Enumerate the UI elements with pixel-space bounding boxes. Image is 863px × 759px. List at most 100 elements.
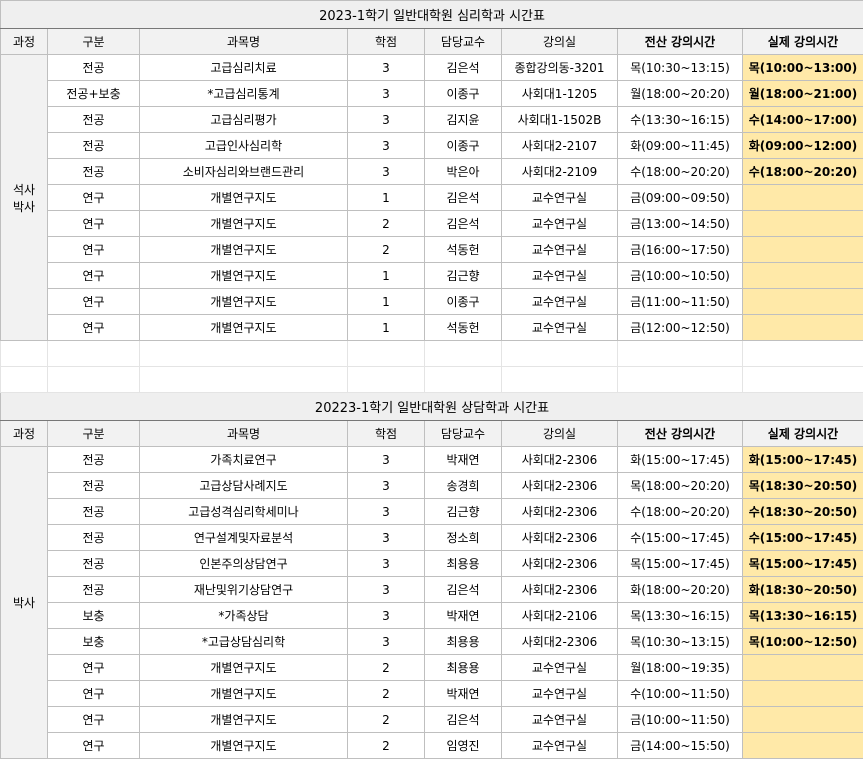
actual-time xyxy=(743,185,863,211)
column-header: 실제 강의시간 xyxy=(743,421,863,447)
professor: 이종구 xyxy=(425,289,502,315)
title-row: 20223-1학기 일반대학원 상담학과 시간표 xyxy=(1,393,863,421)
scheduled-time: 수(18:00~20:20) xyxy=(618,499,743,525)
blank-cell xyxy=(502,341,618,367)
actual-time xyxy=(743,707,863,733)
column-header: 구분 xyxy=(48,29,140,55)
column-header: 전산 강의시간 xyxy=(618,29,743,55)
scheduled-time: 화(15:00~17:45) xyxy=(618,447,743,473)
category: 전공+보충 xyxy=(48,81,140,107)
column-header: 전산 강의시간 xyxy=(618,421,743,447)
credits: 3 xyxy=(348,629,425,655)
professor: 김은석 xyxy=(425,577,502,603)
room: 교수연구실 xyxy=(502,707,618,733)
table-title: 2023-1학기 일반대학원 심리학과 시간표 xyxy=(1,1,863,29)
room: 교수연구실 xyxy=(502,681,618,707)
category: 연구 xyxy=(48,315,140,341)
category: 연구 xyxy=(48,237,140,263)
actual-time: 목(18:30~20:50) xyxy=(743,473,863,499)
room: 사회대2-2306 xyxy=(502,447,618,473)
room: 교수연구실 xyxy=(502,733,618,759)
professor: 김은석 xyxy=(425,55,502,81)
category: 연구 xyxy=(48,733,140,759)
professor: 최용용 xyxy=(425,655,502,681)
category: 연구 xyxy=(48,655,140,681)
category: 전공 xyxy=(48,525,140,551)
actual-time: 월(18:00~21:00) xyxy=(743,81,863,107)
professor: 김근향 xyxy=(425,263,502,289)
professor: 김근향 xyxy=(425,499,502,525)
scheduled-time: 월(18:00~19:35) xyxy=(618,655,743,681)
scheduled-time: 목(10:30~13:15) xyxy=(618,55,743,81)
professor: 최용용 xyxy=(425,629,502,655)
actual-time xyxy=(743,733,863,759)
column-header: 과정 xyxy=(1,29,48,55)
credits: 3 xyxy=(348,81,425,107)
credits: 1 xyxy=(348,263,425,289)
credits: 3 xyxy=(348,55,425,81)
actual-time xyxy=(743,237,863,263)
credits: 3 xyxy=(348,133,425,159)
course: 가족치료연구 xyxy=(140,447,348,473)
professor: 석동헌 xyxy=(425,315,502,341)
category: 전공 xyxy=(48,55,140,81)
blank-row xyxy=(1,341,863,367)
credits: 2 xyxy=(348,655,425,681)
scheduled-time: 수(13:30~16:15) xyxy=(618,107,743,133)
category: 전공 xyxy=(48,107,140,133)
scheduled-time: 금(10:00~10:50) xyxy=(618,263,743,289)
blank-cell xyxy=(502,367,618,393)
course: 개별연구지도 xyxy=(140,237,348,263)
credits: 2 xyxy=(348,707,425,733)
category: 보충 xyxy=(48,629,140,655)
blank-cell xyxy=(1,367,48,393)
professor: 최용용 xyxy=(425,551,502,577)
column-header: 강의실 xyxy=(502,29,618,55)
course: 재난및위기상담연구 xyxy=(140,577,348,603)
actual-time: 화(09:00~12:00) xyxy=(743,133,863,159)
credits: 3 xyxy=(348,499,425,525)
credits: 3 xyxy=(348,447,425,473)
course: 개별연구지도 xyxy=(140,289,348,315)
column-header: 실제 강의시간 xyxy=(743,29,863,55)
category: 전공 xyxy=(48,473,140,499)
actual-time xyxy=(743,211,863,237)
room: 사회대1-1502B xyxy=(502,107,618,133)
course: 고급심리치료 xyxy=(140,55,348,81)
actual-time: 화(18:30~20:50) xyxy=(743,577,863,603)
scheduled-time: 목(15:00~17:45) xyxy=(618,551,743,577)
professor: 임영진 xyxy=(425,733,502,759)
credits: 1 xyxy=(348,185,425,211)
actual-time: 목(10:00~12:50) xyxy=(743,629,863,655)
course: 고급인사심리학 xyxy=(140,133,348,159)
category: 연구 xyxy=(48,289,140,315)
room: 사회대2-2306 xyxy=(502,551,618,577)
course: 고급성격심리학세미나 xyxy=(140,499,348,525)
blank-cell xyxy=(618,367,743,393)
scheduled-time: 수(18:00~20:20) xyxy=(618,159,743,185)
scheduled-time: 월(18:00~20:20) xyxy=(618,81,743,107)
actual-time xyxy=(743,681,863,707)
category: 전공 xyxy=(48,159,140,185)
professor: 김지윤 xyxy=(425,107,502,133)
blank-cell xyxy=(348,367,425,393)
category: 전공 xyxy=(48,499,140,525)
professor: 이종구 xyxy=(425,81,502,107)
blank-cell xyxy=(1,341,48,367)
blank-cell xyxy=(618,341,743,367)
